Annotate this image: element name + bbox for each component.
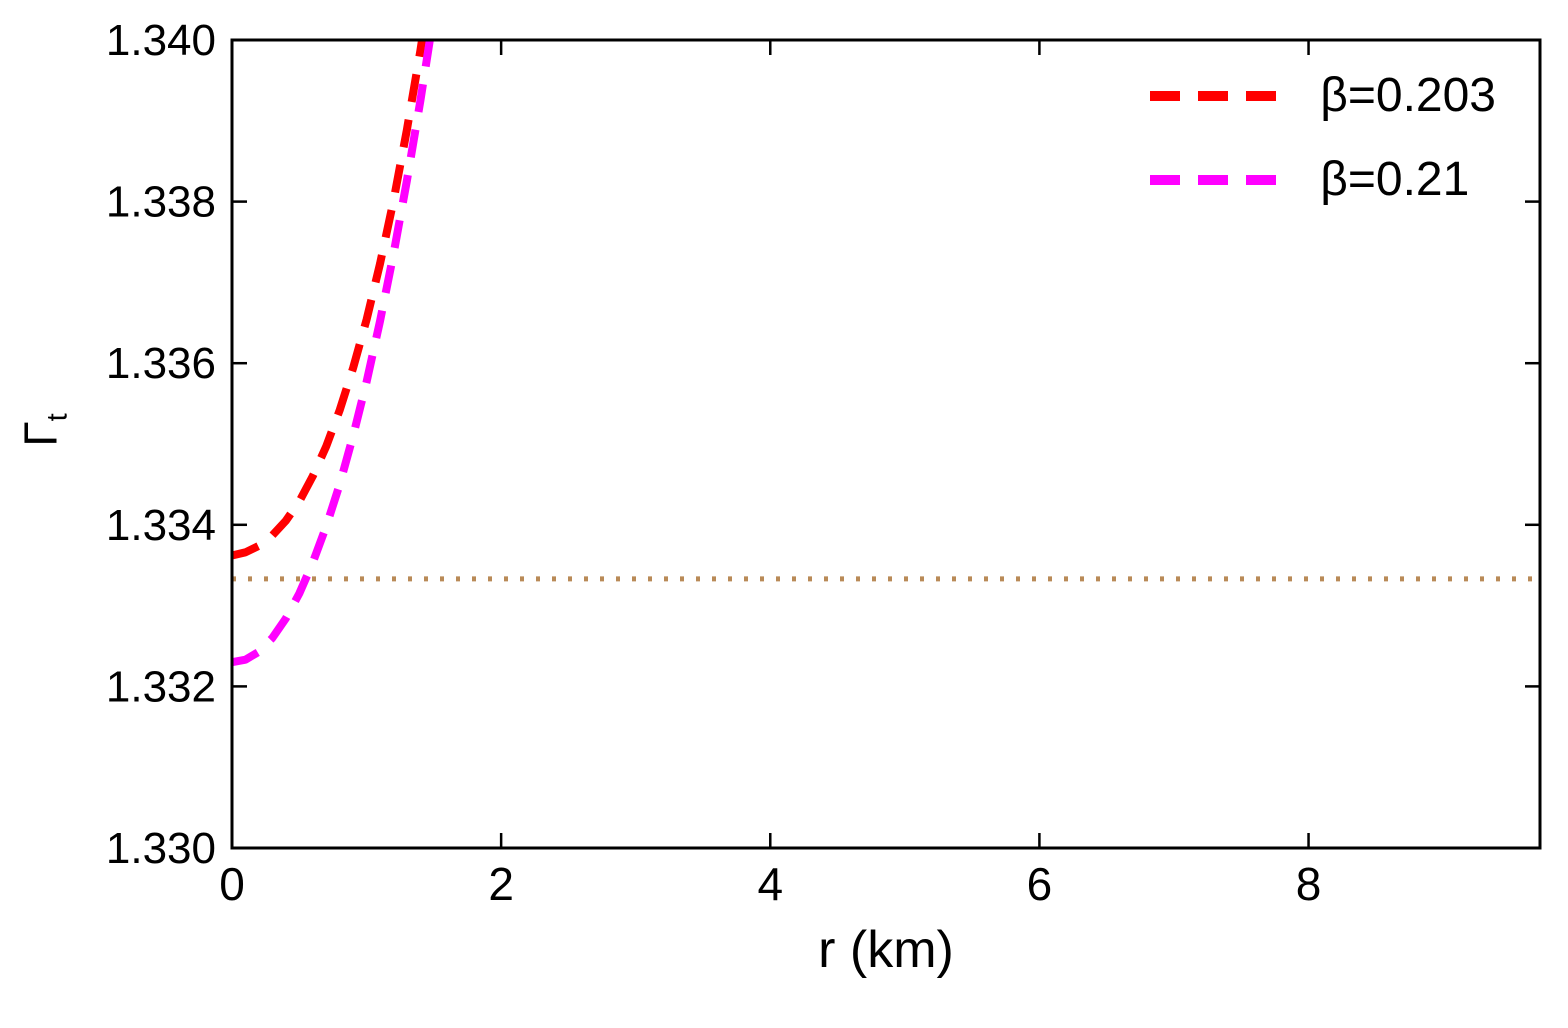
series-1 bbox=[232, 40, 427, 560]
svg-text:1.338: 1.338 bbox=[106, 178, 216, 227]
svg-text:4: 4 bbox=[757, 858, 783, 910]
legend: β=0.203 β=0.21 bbox=[1148, 72, 1496, 204]
svg-text:2: 2 bbox=[488, 858, 514, 910]
svg-text:1.336: 1.336 bbox=[106, 339, 216, 388]
legend-label: β=0.203 bbox=[1320, 69, 1496, 122]
legend-swatch-dashed-magenta bbox=[1150, 175, 1289, 185]
svg-text:1.340: 1.340 bbox=[106, 16, 216, 65]
y-axis-label-subscript: t bbox=[41, 413, 74, 422]
svg-text:1.332: 1.332 bbox=[106, 662, 216, 711]
series-group bbox=[232, 40, 1540, 667]
svg-text:0: 0 bbox=[219, 858, 245, 910]
svg-text:1.334: 1.334 bbox=[106, 501, 216, 550]
legend-swatch-dashed-red bbox=[1150, 91, 1289, 101]
plot-frame bbox=[230, 38, 1542, 850]
y-axis-label: Γt bbox=[13, 413, 74, 446]
axis-tick-labels: 0 2 4 6 8 1.330 1.332 1.334 1.336 1.338 1.340 bbox=[106, 16, 1321, 910]
legend-entry-beta-021: β=0.21 bbox=[1148, 156, 1496, 204]
svg-text:1.330: 1.330 bbox=[106, 824, 216, 873]
legend-entry-beta-0203: β=0.203 bbox=[1148, 72, 1496, 120]
series-2 bbox=[232, 40, 434, 667]
y-axis-label-base: Γ bbox=[14, 421, 67, 447]
svg-text:8: 8 bbox=[1296, 858, 1322, 910]
x-axis-label: r (km) bbox=[818, 921, 954, 979]
svg-text:6: 6 bbox=[1027, 858, 1053, 910]
axis-ticks bbox=[230, 38, 1540, 850]
legend-label: β=0.21 bbox=[1320, 153, 1470, 206]
